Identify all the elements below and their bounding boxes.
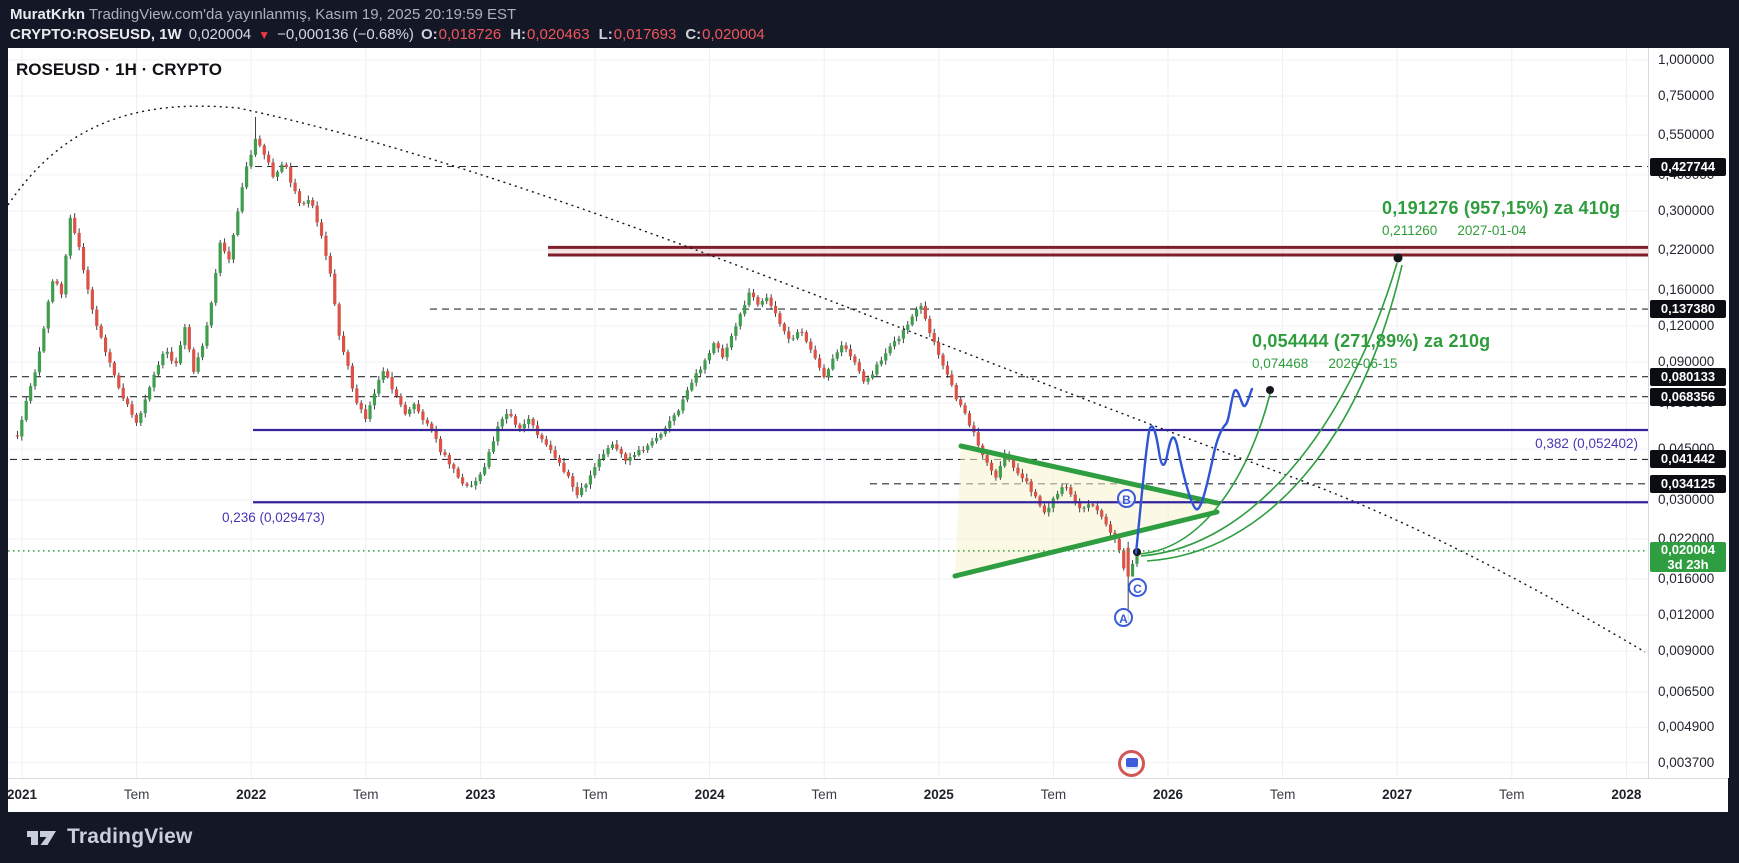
july-tick-label: Tem [1269,787,1296,802]
publisher-watermark-icon [1118,750,1145,777]
price-tick-label: 0,012000 [1658,606,1715,622]
price-tick-label: 0,220000 [1658,241,1715,257]
last-price: 0,020004 [188,26,252,43]
price-tick-label: 1,000000 [1658,51,1715,67]
low-label: L: [598,26,613,43]
tradingview-mark-icon [27,831,56,845]
author-name: MuratKrkn [10,6,86,23]
ohlc-values: O: 0,018726 H: 0,020463 L: 0,017693 C: 0,020… [421,26,765,43]
year-tick-label: 2028 [1611,787,1642,802]
fib-0236-label[interactable]: 0,236 (0,029473) [222,510,325,525]
price-tick-label: 0,550000 [1658,126,1715,142]
price-target-annotation-1[interactable]: 0,191276 (957,15%) za 410g 0,211260 2027… [1382,198,1620,238]
publish-meta: TradingView.com'da yayınlanmış, Kasım 19… [88,6,517,23]
year-tick-label: 2026 [1152,787,1184,802]
target-1-level: 0,211260 [1382,223,1438,238]
level-price-badge: 0,068356 [1650,387,1726,406]
price-tick-label: 0,120000 [1658,318,1715,334]
price-chart[interactable] [8,48,1648,778]
wave-label-b[interactable]: B [1117,489,1136,508]
price-tick-label: 0,030000 [1658,492,1715,507]
price-axis[interactable]: 1,0000000,7500000,5500000,4000000,300000… [1648,48,1729,778]
price-tick-label: 0,300000 [1658,203,1715,219]
level-price-badge: 0,080133 [1650,367,1726,386]
down-triangle-icon: ▼ [258,27,271,42]
year-tick-label: 2023 [465,787,496,802]
level-price-badge: 0,137380 [1650,300,1726,319]
level-price-badge: 0,427744 [1650,157,1726,176]
level-price-badge: 0,041442 [1650,450,1726,469]
low-value: 0,017693 [613,26,677,43]
price-change: −0,000136 (−0.68%) [277,26,414,43]
price-tick-label: 0,009000 [1658,643,1715,659]
price-tick-label: 0,160000 [1658,281,1715,297]
target-1-date: 2027-01-04 [1457,223,1527,238]
target-1-headline: 0,191276 (957,15%) za 410g [1382,198,1621,218]
chart-glyph-icon [1125,758,1138,769]
july-tick-label: Tem [811,787,837,802]
symbol-ohlc-strip: CRYPTO:ROSEUSD, 1W 0,020004 ▼ −0,000136 … [10,26,765,43]
july-tick-label: Tem [1040,787,1067,802]
publish-info: MuratKrkn TradingView.com'da yayınlanmış… [10,6,516,23]
chart-area[interactable]: ROSEUSD · 1H · CRYPTO 0,382 (0,052402) 0… [6,48,1729,813]
price-tick-label: 0,016000 [1658,570,1715,586]
july-tick-label: Tem [582,787,608,802]
target-2-date: 2026-06-15 [1328,356,1398,371]
wedge-fill [955,446,1217,576]
fib-retracement-lines[interactable] [253,428,1648,504]
year-tick-label: 2021 [6,787,38,802]
candlestick-series [15,116,1139,622]
time-axis[interactable]: 2021 Tem 2022 Tem 2023 Tem 2024 Tem 2025 Tem 2026 T… [6,778,1728,813]
year-tick-label: 2025 [923,787,954,802]
open-label: O: [420,26,438,43]
july-tick-label: Tem [123,787,150,802]
wave-label-c[interactable]: C [1128,578,1147,597]
descending-dotted-trendline[interactable] [8,105,1646,653]
projected-wave-path[interactable] [1134,387,1254,555]
price-tick-label: 0,090000 [1658,354,1715,370]
price-tick-label: 0,006500 [1658,683,1715,699]
resistance-band[interactable] [548,245,1648,257]
year-tick-label: 2027 [1382,787,1413,802]
high-value: 0,020463 [527,26,590,43]
wedge-trendlines[interactable] [952,443,1220,579]
open-value: 0,018726 [438,26,502,43]
july-tick-label: Tem [1499,787,1525,802]
chart-watermark-title: ROSEUSD · 1H · CRYPTO [16,60,222,79]
close-value: 0,020004 [702,26,765,43]
fib-0382-label[interactable]: 0,382 (0,052402) [1535,436,1638,451]
target-2-headline: 0,054444 (271,89%) za 210g [1252,331,1491,351]
year-tick-label: 2024 [694,787,725,802]
july-tick-label: Tem [353,787,379,802]
price-target-annotation-2[interactable]: 0,054444 (271,89%) za 210g 0,074468 2026… [1252,331,1490,371]
wave-label-a[interactable]: A [1114,608,1133,627]
level-price-badge: 0,034125 [1650,474,1726,493]
high-label: H: [510,26,527,43]
target-2-level: 0,074468 [1252,356,1309,371]
symbol-name[interactable]: CRYPTO:ROSEUSD, 1W [10,26,182,43]
tradingview-brand-text: TradingView [67,825,193,848]
price-tick-label: 0,004900 [1658,719,1715,735]
tradingview-logo[interactable]: TradingView [26,825,193,849]
price-tick-label: 0,750000 [1658,88,1715,104]
year-tick-label: 2022 [236,787,267,802]
price-tick-label: 0,003700 [1658,754,1715,770]
target-projection-arrows[interactable] [1133,253,1403,562]
close-label: C: [685,26,702,43]
current-price-badge: 0,020004 3d 23h [1650,541,1726,572]
footer-bar: TradingView [0,812,1739,863]
